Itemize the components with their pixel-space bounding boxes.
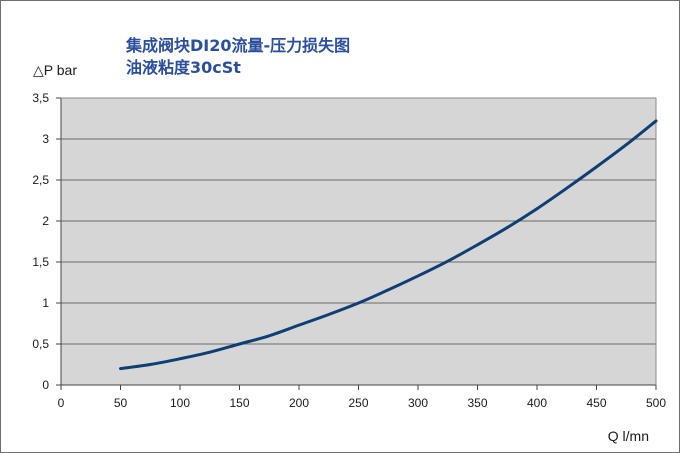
x-tick-label: 250 [348,396,368,410]
x-tick-label: 200 [289,396,309,410]
x-axis-label: Q l/mn [608,428,649,444]
x-tick-label: 50 [114,396,128,410]
y-tick-label: 1,5 [32,255,49,269]
plot-background [61,98,656,385]
x-tick-label: 350 [467,396,487,410]
y-tick-label: 1 [42,296,49,310]
y-tick-label: 2,5 [32,173,49,187]
x-tick-label: 150 [229,396,249,410]
chart-title: 集成阀块DI20流量-压力损失图 [125,36,350,55]
x-tick-label: 0 [58,396,65,410]
y-tick-label: 0,5 [32,337,49,351]
x-tick-label: 300 [408,396,428,410]
y-tick-label: 3,5 [32,91,49,105]
x-tick-label: 500 [646,396,666,410]
y-tick-label: 3 [42,132,49,146]
y-axis-label: △P bar [33,62,77,78]
y-tick-label: 2 [42,214,49,228]
series-line [119,119,658,371]
y-tick-label: 0 [42,378,49,392]
x-tick-label: 400 [527,396,547,410]
chart-subtitle: 油液粘度30cSt [126,58,241,77]
x-tick-label: 100 [170,396,190,410]
x-tick-label: 450 [586,396,606,410]
